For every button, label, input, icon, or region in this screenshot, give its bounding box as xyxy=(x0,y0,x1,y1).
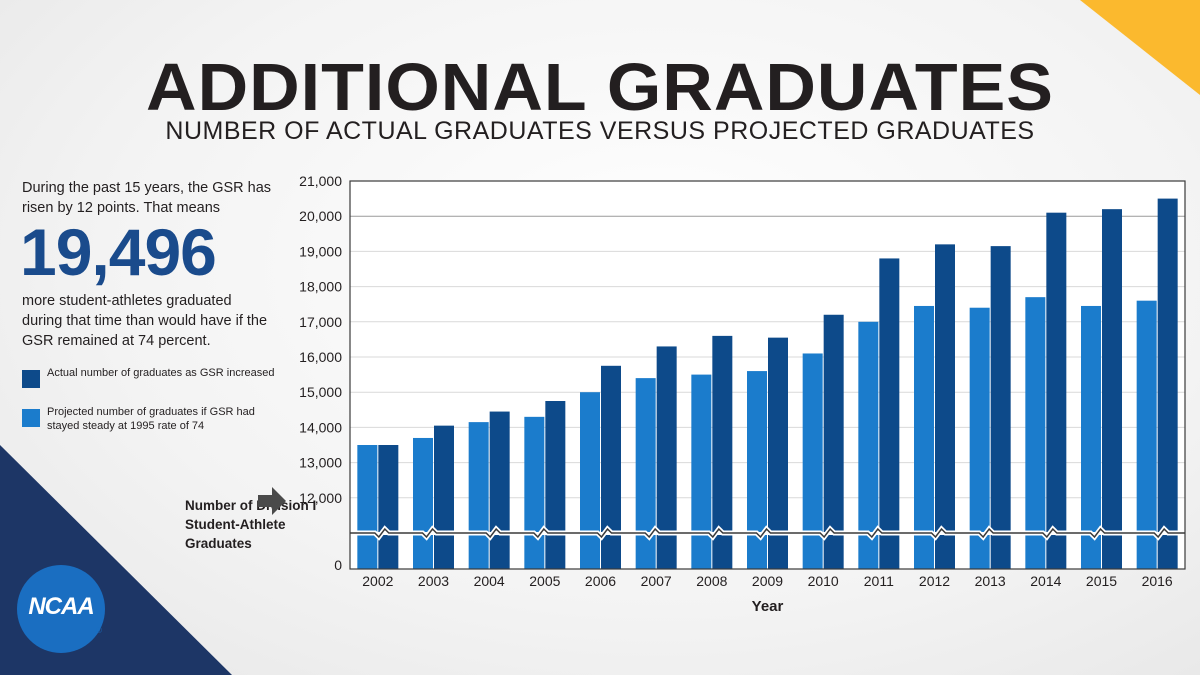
bar-projected xyxy=(357,445,378,569)
x-tick-label: 2003 xyxy=(418,573,449,589)
bar-actual xyxy=(601,365,621,569)
bar-projected xyxy=(1025,297,1046,569)
arrow-right-icon xyxy=(258,487,286,515)
bar-actual xyxy=(990,246,1011,569)
y-tick-label: 19,000 xyxy=(299,243,342,259)
y-tick-label: 17,000 xyxy=(299,314,342,330)
page-title: ADDITIONAL GRADUATES xyxy=(146,49,1054,125)
bar-actual xyxy=(1157,198,1178,569)
bar-actual xyxy=(935,244,955,570)
x-tick-label: 2006 xyxy=(585,573,616,589)
y-tick-label: 13,000 xyxy=(299,455,342,471)
plot-frame xyxy=(349,180,1186,570)
legend-swatch-actual xyxy=(22,370,40,388)
bar-projected xyxy=(858,321,879,569)
y-tick-label: 16,000 xyxy=(299,349,342,365)
intro-text: During the past 15 years, the GSR has ri… xyxy=(22,180,272,216)
bar-chart: 0 12,000 13,000 14,000 15,000 16,000 17,000 18,… xyxy=(299,173,1186,615)
x-tick-label: 2015 xyxy=(1086,573,1117,589)
bar-projected xyxy=(468,422,489,569)
y-tick-label: 0 xyxy=(334,557,342,573)
bar-projected xyxy=(802,353,823,569)
x-tick-label: 2010 xyxy=(808,573,839,589)
x-tick-label: 2005 xyxy=(529,573,560,589)
bar-actual xyxy=(545,401,566,569)
x-tick-label: 2008 xyxy=(696,573,727,589)
y-tick-label: 12,000 xyxy=(299,490,342,506)
bar-actual xyxy=(434,425,454,569)
highlight-number: 19,496 xyxy=(20,215,217,289)
bar-actual xyxy=(768,337,788,569)
bar-actual xyxy=(1102,209,1122,569)
x-axis-title: Year xyxy=(752,598,784,615)
x-tick-label: 2016 xyxy=(1142,573,1173,589)
bar-projected xyxy=(691,374,712,569)
bar-projected xyxy=(914,305,934,569)
x-tick-label: 2014 xyxy=(1030,573,1061,589)
y-tick-label: 14,000 xyxy=(299,419,342,435)
x-tick-label: 2007 xyxy=(641,573,672,589)
bar-projected xyxy=(1081,305,1101,569)
bar-projected xyxy=(524,416,545,569)
x-tick-label: 2004 xyxy=(474,573,505,589)
corner-decoration-top xyxy=(1080,0,1200,95)
legend-label-projected: Projected number of graduates if GSR had… xyxy=(47,406,255,432)
x-tick-label: 2012 xyxy=(919,573,950,589)
legend-label-actual: Actual number of graduates as GSR increa… xyxy=(47,367,275,379)
bar-projected xyxy=(413,437,433,569)
bar-projected xyxy=(969,307,990,569)
bar-actual xyxy=(823,314,844,569)
plot-area xyxy=(350,181,1185,569)
legend-swatch-projected xyxy=(22,409,40,427)
y-tick-label: 15,000 xyxy=(299,384,342,400)
bar-actual xyxy=(656,346,677,569)
bar-actual xyxy=(712,335,733,569)
axis-break-line xyxy=(350,527,1185,539)
y-axis-note: Number of Division I Student-Athlete Gra… xyxy=(185,498,317,551)
outro-text: more student-athletes graduated during t… xyxy=(22,293,268,349)
page-subtitle: NUMBER OF ACTUAL GRADUATES VERSUS PROJEC… xyxy=(165,117,1035,145)
y-tick-label: 21,000 xyxy=(299,173,342,189)
bar-projected xyxy=(747,371,767,569)
bar-actual xyxy=(378,445,399,569)
x-tick-label: 2002 xyxy=(362,573,393,589)
bar-actual xyxy=(1046,212,1067,569)
bar-actual xyxy=(489,411,510,569)
x-tick-label: 2011 xyxy=(864,573,894,589)
bar-projected xyxy=(1136,300,1157,569)
ncaa-logo-text: NCAA xyxy=(28,593,94,620)
ncaa-logo: NCAA xyxy=(17,565,105,653)
x-tick-label: 2009 xyxy=(752,573,783,589)
bar-actual xyxy=(879,258,900,569)
y-tick-label: 18,000 xyxy=(299,279,342,295)
y-tick-label: 20,000 xyxy=(299,208,342,224)
bar-projected xyxy=(580,392,600,569)
registered-mark: ® xyxy=(96,626,102,635)
x-tick-label: 2013 xyxy=(975,573,1006,589)
bar-projected xyxy=(635,378,656,569)
